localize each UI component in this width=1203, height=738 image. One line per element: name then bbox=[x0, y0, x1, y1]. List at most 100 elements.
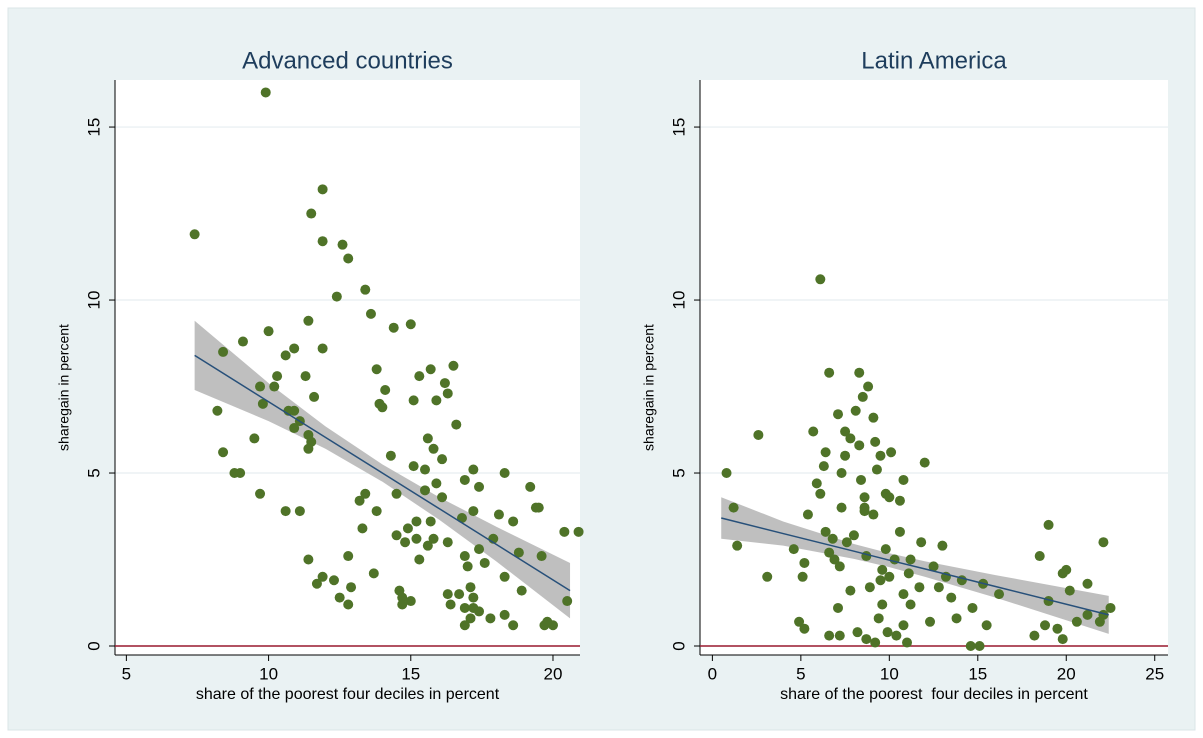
scatter-point bbox=[820, 526, 831, 537]
scatter-point bbox=[799, 623, 810, 634]
scatter-point bbox=[465, 613, 476, 624]
scatter-point bbox=[898, 589, 909, 600]
scatter-point bbox=[289, 423, 300, 434]
scatter-point bbox=[794, 616, 805, 627]
fit-line bbox=[721, 517, 1109, 616]
scatter-point bbox=[317, 571, 328, 582]
scatter-point bbox=[852, 627, 863, 638]
scatter-point bbox=[328, 575, 339, 586]
scatter-point bbox=[536, 551, 547, 562]
scatter-point bbox=[859, 492, 870, 503]
scatter-point bbox=[499, 609, 510, 620]
scatter-point bbox=[516, 585, 527, 596]
scatter-point bbox=[797, 571, 808, 582]
y-tick-label: 5 bbox=[669, 468, 688, 477]
scatter-point bbox=[573, 526, 584, 537]
scatter-point bbox=[360, 488, 371, 499]
scatter-point bbox=[1034, 551, 1045, 562]
scatter-point bbox=[898, 620, 909, 631]
x-axis-title: share of the poorest four deciles in per… bbox=[780, 686, 1088, 703]
scatter-point bbox=[263, 326, 274, 337]
scatter-point bbox=[360, 284, 371, 295]
scatter-point bbox=[1094, 616, 1105, 627]
scatter-point bbox=[431, 395, 442, 406]
chart-title: Advanced countries bbox=[242, 47, 453, 74]
scatter-point bbox=[237, 336, 248, 347]
scatter-point bbox=[280, 350, 291, 361]
scatter-point bbox=[870, 436, 881, 447]
scatter-point bbox=[365, 308, 376, 319]
scatter-point bbox=[845, 585, 856, 596]
scatter-point bbox=[891, 630, 902, 641]
scatter-point bbox=[925, 616, 936, 627]
scatter-point bbox=[1052, 623, 1063, 634]
scatter-point bbox=[249, 433, 260, 444]
scatter-point bbox=[836, 468, 847, 479]
scatter-point bbox=[269, 381, 280, 392]
x-axis-title: share of the poorest four deciles in per… bbox=[196, 686, 500, 703]
scatter-point bbox=[836, 502, 847, 513]
scatter-point bbox=[762, 571, 773, 582]
scatter-point bbox=[499, 468, 510, 479]
scatter-point bbox=[508, 516, 519, 527]
scatter-point bbox=[857, 391, 868, 402]
scatter-point bbox=[1071, 616, 1082, 627]
scatter-point bbox=[442, 388, 453, 399]
scatter-point bbox=[882, 627, 893, 638]
scatter-point bbox=[468, 464, 479, 475]
scatter-point bbox=[431, 478, 442, 489]
scatter-point bbox=[1082, 578, 1093, 589]
scatter-point bbox=[451, 419, 462, 430]
scatter-point bbox=[808, 426, 819, 437]
scatter-point bbox=[854, 367, 865, 378]
scatter-point bbox=[474, 544, 485, 555]
scatter-point bbox=[212, 405, 223, 416]
scatter-point bbox=[868, 412, 879, 423]
x-tick-label: 0 bbox=[708, 664, 717, 683]
scatter-point bbox=[422, 540, 433, 551]
scatter-point bbox=[1057, 568, 1068, 579]
scatter-point bbox=[371, 506, 382, 517]
scatter-point bbox=[420, 464, 430, 475]
scatter-point bbox=[833, 409, 844, 420]
y-tick-label: 10 bbox=[84, 291, 103, 310]
scatter-point bbox=[343, 253, 354, 264]
scatter-point bbox=[868, 509, 879, 520]
scatter-point bbox=[260, 87, 271, 98]
scatter-point bbox=[914, 582, 925, 593]
scatter-point bbox=[880, 544, 891, 555]
scatter-point bbox=[850, 405, 861, 416]
scatter-point bbox=[306, 208, 317, 219]
scatter-point bbox=[1057, 634, 1068, 645]
scatter-point bbox=[391, 488, 402, 499]
scatter-point bbox=[462, 561, 473, 572]
scatter-point bbox=[965, 641, 976, 652]
y-tick-label: 0 bbox=[84, 641, 103, 650]
scatter-point bbox=[863, 381, 874, 392]
scatter-point bbox=[397, 599, 408, 610]
scatter-point bbox=[799, 557, 810, 568]
scatter-point bbox=[235, 468, 246, 479]
scatter-point bbox=[559, 526, 570, 537]
scatter-point bbox=[439, 378, 450, 389]
scatter-point bbox=[841, 537, 852, 548]
scatter-point bbox=[788, 544, 799, 555]
scatter-point bbox=[468, 592, 479, 603]
scatter-point bbox=[886, 447, 897, 458]
scatter-point bbox=[437, 492, 448, 503]
scatter-point bbox=[525, 481, 536, 492]
scatter-point bbox=[877, 564, 888, 575]
scatter-point bbox=[732, 540, 743, 551]
scatter-point bbox=[1043, 519, 1054, 530]
scatter-point bbox=[300, 371, 311, 382]
confidence-band bbox=[721, 497, 1109, 634]
x-tick-label: 5 bbox=[122, 664, 131, 683]
y-tick-label: 15 bbox=[84, 118, 103, 137]
scatter-point bbox=[542, 616, 553, 627]
scatter-point bbox=[499, 571, 510, 582]
scatter-point bbox=[272, 371, 283, 382]
scatter-point bbox=[459, 474, 470, 485]
scatter-point bbox=[317, 184, 328, 195]
scatter-point bbox=[420, 485, 430, 496]
scatter-point bbox=[448, 360, 459, 371]
